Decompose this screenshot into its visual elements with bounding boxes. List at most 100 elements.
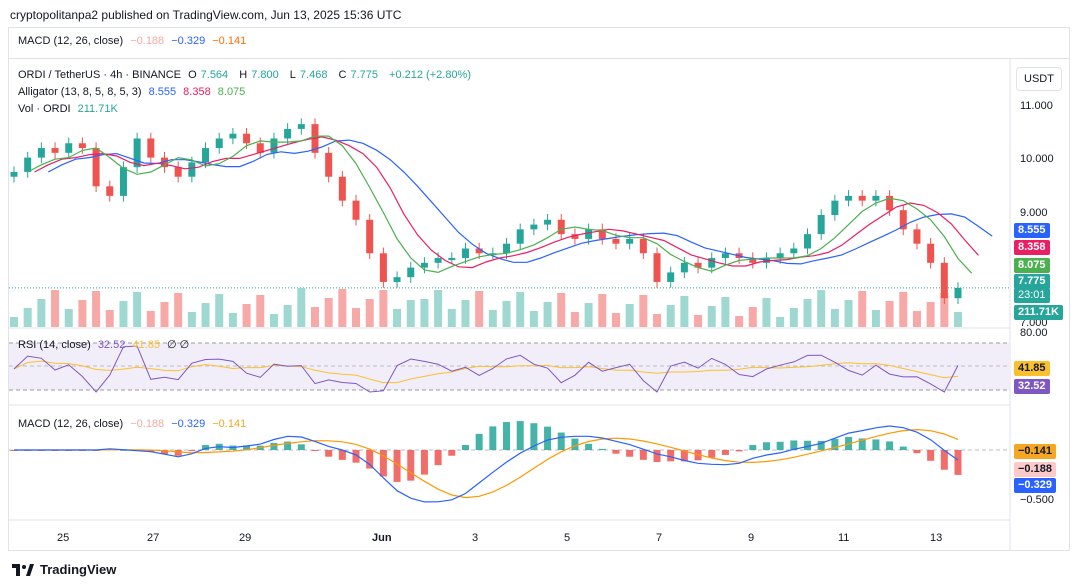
- candle-body: [243, 133, 251, 144]
- macd-signal-value: −0.141: [212, 418, 247, 430]
- volume-bar: [434, 290, 443, 327]
- macd-label: MACD (12, 26, close): [18, 418, 124, 430]
- candle-body: [10, 171, 18, 177]
- volume-bar: [611, 313, 620, 327]
- volume-bar: [10, 317, 18, 327]
- high-label: H: [239, 69, 248, 81]
- macd-hist-bar: [407, 450, 415, 481]
- macd-hist-bar: [489, 426, 497, 450]
- volume-bar: [748, 307, 757, 327]
- alligator-teeth-line: [34, 136, 979, 269]
- candle-body: [434, 258, 442, 263]
- volume-bar: [570, 312, 579, 327]
- x-label-11: 11: [838, 532, 850, 544]
- volume-bar: [283, 305, 292, 327]
- macd-hist-bar: [886, 441, 894, 450]
- volume-label: Vol · ORDI: [18, 103, 71, 115]
- candle-body: [626, 238, 634, 244]
- macd-hist-bar: [516, 421, 524, 450]
- macd-hist-bar: [913, 450, 921, 454]
- low-value: 7.468: [299, 69, 328, 81]
- candle-body: [78, 143, 86, 149]
- macd-tag: −0.329: [1014, 478, 1056, 493]
- volume-bar: [174, 293, 183, 327]
- macd-hist-bar: [475, 433, 483, 450]
- candle-body: [571, 234, 579, 239]
- candle-body: [872, 195, 880, 201]
- volume-bar: [858, 291, 867, 327]
- candle-body: [653, 253, 661, 282]
- macd-line: [14, 425, 959, 503]
- candle-body: [530, 224, 538, 230]
- rsi-tag: 32.52: [1014, 379, 1050, 394]
- candle-body: [913, 229, 921, 244]
- currency-button[interactable]: USDT: [1016, 67, 1062, 91]
- candle-body: [790, 248, 798, 254]
- candle-body: [899, 210, 907, 230]
- tradingview-logo-icon: [12, 563, 34, 576]
- volume-bar: [762, 298, 771, 327]
- volume-bar: [64, 309, 73, 327]
- candle-body: [325, 152, 333, 177]
- volume-bar: [803, 299, 812, 327]
- volume-bar: [871, 310, 880, 327]
- volume-bar: [23, 308, 32, 327]
- volume-bar: [352, 308, 361, 327]
- candle-body: [229, 133, 237, 139]
- candle-body: [284, 128, 292, 139]
- macd-hist-bar: [379, 450, 387, 477]
- teeth-tag: 8.358: [1014, 240, 1050, 255]
- x-label-5: 5: [564, 532, 571, 544]
- alligator-label: Alligator (13, 8, 5, 8, 5, 3): [18, 86, 142, 98]
- candle-body: [37, 148, 45, 158]
- macd-legend: MACD (12, 26, close) −0.188 −0.329 −0.14…: [18, 418, 250, 430]
- lips-value: 8.075: [217, 86, 246, 98]
- macd-hist-bar: [804, 440, 812, 450]
- last-price-tag: 7.775: [1014, 274, 1050, 289]
- candle-body: [352, 200, 360, 220]
- candle-body: [776, 253, 784, 259]
- volume-bar: [379, 290, 388, 327]
- top-macd-signal: −0.141: [212, 35, 247, 47]
- rsi-ma-tag: 41.85: [1014, 361, 1050, 376]
- volume-bar: [817, 290, 826, 327]
- tradingview-footer[interactable]: TradingView: [12, 562, 116, 577]
- price-tick-10: 10.000: [1020, 153, 1054, 165]
- open-value: 7.564: [200, 69, 229, 81]
- rsi-ma-line: [13, 360, 959, 384]
- macd-hist-bar: [325, 450, 333, 457]
- macd-hist-bar: [297, 444, 305, 450]
- volume-bar: [707, 306, 716, 327]
- top-macd-value: −0.329: [171, 35, 206, 47]
- macd-hist-bar: [393, 450, 401, 482]
- macd-hist-bar: [557, 432, 565, 450]
- macd-hist-bar: [311, 450, 319, 451]
- candle-body: [407, 267, 415, 278]
- lips-tag: 8.075: [1014, 258, 1050, 273]
- rsi-extra: ∅ ∅: [167, 339, 190, 351]
- candle-body: [954, 287, 962, 299]
- volume-bar: [228, 313, 237, 327]
- macd-hist-bar: [626, 450, 634, 457]
- volume-bar: [721, 297, 730, 327]
- rsi-legend: RSI (14, close) 32.52 41.85 ∅ ∅: [18, 338, 193, 351]
- candle-body: [831, 200, 839, 215]
- candle-body: [927, 243, 935, 263]
- candle-body: [393, 277, 401, 282]
- volume-bar: [37, 299, 46, 327]
- candle-body: [420, 262, 428, 268]
- candle-body: [544, 219, 552, 225]
- x-label-13: 13: [930, 532, 943, 544]
- macd-hist-bar: [653, 450, 661, 463]
- macd-hist-bar: [338, 450, 346, 460]
- macd-tick: −0.500: [1020, 494, 1054, 506]
- macd-hist-bar: [899, 446, 907, 450]
- volume-bar: [406, 300, 415, 327]
- macd-hist-bar: [858, 438, 866, 450]
- volume-bar: [735, 316, 744, 327]
- volume-bar: [940, 293, 949, 327]
- volume-bar: [146, 311, 155, 327]
- volume-bar: [242, 304, 251, 327]
- candle-body: [749, 258, 757, 263]
- alligator-legend: Alligator (13, 8, 5, 8, 5, 3) 8.555 8.35…: [18, 86, 249, 98]
